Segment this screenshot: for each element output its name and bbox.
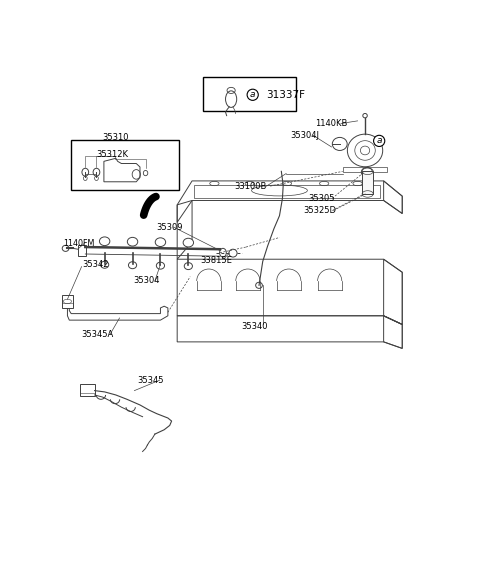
Bar bbox=[78, 245, 86, 256]
Bar bbox=[81, 384, 95, 396]
Ellipse shape bbox=[156, 262, 165, 269]
Text: 35309: 35309 bbox=[156, 223, 182, 232]
Text: a: a bbox=[250, 90, 255, 99]
Ellipse shape bbox=[129, 262, 137, 269]
Ellipse shape bbox=[127, 237, 138, 246]
Text: 1140KB: 1140KB bbox=[315, 119, 347, 128]
Ellipse shape bbox=[99, 237, 110, 246]
Text: 35305: 35305 bbox=[309, 194, 335, 203]
Bar bbox=[362, 171, 373, 194]
Text: 35345A: 35345A bbox=[82, 329, 114, 338]
Bar bbox=[62, 295, 73, 308]
Text: 35304J: 35304J bbox=[290, 131, 319, 140]
Ellipse shape bbox=[155, 238, 166, 246]
Text: 33100B: 33100B bbox=[234, 181, 266, 190]
Ellipse shape bbox=[184, 263, 192, 270]
Text: 35312K: 35312K bbox=[96, 150, 129, 159]
Text: 35342: 35342 bbox=[83, 260, 109, 269]
Bar bbox=[203, 76, 296, 111]
Text: 35304: 35304 bbox=[133, 276, 160, 285]
Ellipse shape bbox=[183, 238, 193, 247]
Text: 35345: 35345 bbox=[137, 376, 164, 385]
Text: 1140FM: 1140FM bbox=[63, 239, 95, 248]
Bar bbox=[71, 141, 179, 190]
Text: 35340: 35340 bbox=[241, 322, 268, 331]
Ellipse shape bbox=[219, 249, 226, 257]
Text: 31337F: 31337F bbox=[266, 90, 305, 100]
Text: a: a bbox=[376, 136, 382, 145]
Text: 35310: 35310 bbox=[102, 133, 128, 142]
Ellipse shape bbox=[100, 261, 109, 268]
Ellipse shape bbox=[229, 249, 237, 257]
Text: 33815E: 33815E bbox=[201, 255, 232, 264]
Text: 35325D: 35325D bbox=[304, 206, 336, 215]
